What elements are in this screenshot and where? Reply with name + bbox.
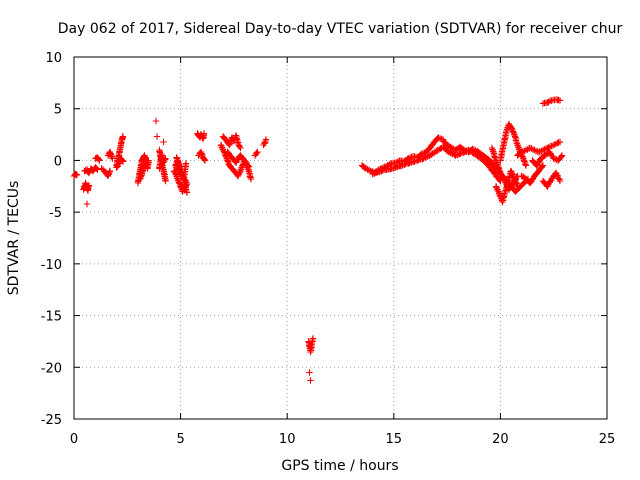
data-point: [109, 155, 116, 162]
data-point: [362, 165, 370, 172]
data-point: [245, 163, 253, 170]
data-point: [545, 98, 552, 106]
data-point: [553, 170, 560, 178]
data-point: [183, 189, 191, 196]
data-point: [531, 146, 538, 154]
y-tick-label: -20: [41, 361, 62, 376]
chart-title: Day 062 of 2017, Sidereal Day-to-day VTE…: [58, 21, 623, 37]
y-axis-label: SDTVAR / TECUs: [6, 181, 22, 296]
data-point: [538, 147, 545, 155]
data-point: [306, 369, 313, 376]
data-point: [513, 173, 520, 181]
data-point: [160, 159, 167, 166]
data-point: [262, 136, 270, 143]
data-point: [494, 186, 501, 194]
data-point: [162, 155, 169, 162]
data-point: [309, 335, 317, 342]
data-point: [556, 97, 564, 104]
y-tick-label: -15: [41, 310, 62, 325]
data-point: [253, 149, 260, 157]
data-point: [365, 166, 373, 174]
data-point: [539, 162, 547, 169]
data-point: [254, 148, 261, 156]
data-point: [83, 200, 91, 208]
data-point: [152, 117, 160, 125]
y-tick-label: 0: [54, 154, 62, 169]
data-point: [528, 145, 535, 152]
data-point: [94, 166, 101, 173]
x-axis-label: GPS time / hours: [281, 458, 398, 474]
data-points: [70, 96, 566, 384]
data-point: [119, 158, 127, 165]
y-tick-label: 10: [45, 51, 62, 66]
x-tick-label: 15: [386, 432, 403, 447]
y-tick-label: -10: [41, 258, 62, 273]
y-tick-label: 5: [54, 103, 62, 118]
x-tick-label: 25: [599, 432, 616, 447]
data-point: [201, 157, 209, 164]
data-point: [541, 146, 548, 153]
data-point: [153, 133, 161, 140]
data-point: [141, 162, 149, 169]
data-point: [96, 157, 103, 164]
data-point: [521, 147, 528, 155]
data-point: [106, 167, 114, 175]
x-tick-label: 20: [492, 432, 509, 447]
data-point: [143, 159, 150, 166]
data-point: [522, 162, 530, 169]
data-point: [182, 160, 190, 167]
data-point: [73, 171, 81, 179]
data-point: [200, 130, 208, 137]
data-point: [160, 138, 167, 146]
data-point: [556, 177, 564, 185]
data-point: [119, 133, 127, 140]
data-point: [435, 134, 442, 141]
y-tick-label: -25: [41, 413, 62, 428]
data-point: [307, 377, 314, 384]
y-tick-label: -5: [49, 206, 62, 221]
data-point: [114, 161, 122, 169]
x-tick-label: 10: [279, 432, 296, 447]
data-point: [162, 177, 169, 185]
data-point: [501, 177, 508, 185]
plot-frame: [73, 56, 608, 420]
data-point: [558, 152, 566, 159]
data-point: [538, 163, 546, 170]
data-point: [244, 162, 252, 169]
data-point: [545, 144, 552, 151]
data-point: [85, 182, 93, 189]
data-point: [514, 183, 521, 190]
x-tick-label: 5: [176, 432, 184, 447]
data-point: [236, 143, 243, 150]
data-point: [549, 142, 557, 149]
data-point: [445, 148, 453, 156]
axis-ticks: 0 5 10 15 20 25 -25 -20 -15 -10 -5 0 5 10: [41, 51, 616, 447]
x-tick-label: 0: [70, 432, 78, 447]
data-point: [237, 144, 244, 152]
data-point: [556, 138, 564, 146]
grid: [74, 57, 607, 419]
data-point: [247, 175, 255, 183]
